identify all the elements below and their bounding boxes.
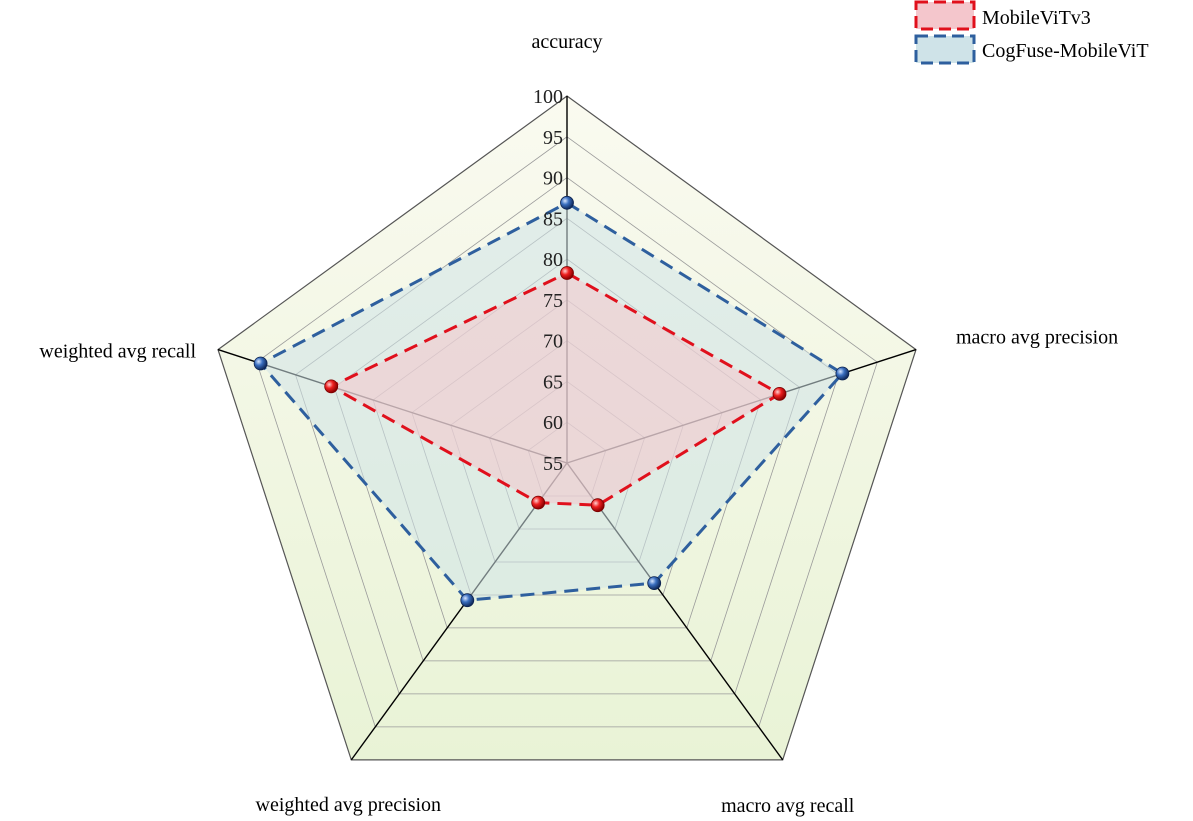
- point-mobilevitv3-weighted-avg-recall: [531, 495, 546, 510]
- legend-label-mobilevitv3: MobileViTv3: [982, 7, 1091, 29]
- tick-label-65: 65: [543, 371, 563, 393]
- point-cogfuse-mobilevit-accuracy: [560, 195, 574, 210]
- tick-label-70: 70: [543, 331, 563, 353]
- tick-label-90: 90: [543, 168, 563, 190]
- legend-label-cogfuse: CogFuse-MobileViT: [982, 40, 1149, 62]
- axis-label-weighted-avg-precision: weighted avg precision: [256, 794, 442, 816]
- tick-label-80: 80: [543, 249, 563, 271]
- point-mobilevitv3-macro-avg-precision: [772, 386, 787, 401]
- series-area-mobilevitv3: [327, 271, 783, 507]
- axis-label-accuracy: accuracy: [531, 31, 602, 53]
- axis-label-macro-avg-precision: macro avg precision: [956, 327, 1118, 349]
- axis-label-macro-avg-recall: macro avg recall: [721, 795, 855, 817]
- tick-label-75: 75: [543, 290, 563, 312]
- axis-label-weighted-avg-recall: weighted avg recall: [39, 341, 196, 363]
- point-cogfuse-mobilevit-macro-avg-recall: [647, 576, 662, 590]
- radial-tick-labels: 55 60 65 70 75 80 85 90 95 100: [533, 86, 563, 475]
- legend: MobileViTv3 CogFuse-MobileViT: [914, 0, 1149, 65]
- tick-label-55: 55: [543, 453, 563, 475]
- series-layer: [253, 195, 850, 608]
- legend-swatch-mobilevitv3: [914, 0, 976, 31]
- point-cogfuse-mobilevit-macro-avg-precision: [835, 366, 850, 381]
- point-mobilevitv3-accuracy: [560, 266, 574, 280]
- tick-label-95: 95: [543, 127, 563, 149]
- point-cogfuse-mobilevit-weighted-avg-precision: [253, 356, 268, 371]
- tick-label-85: 85: [543, 208, 563, 230]
- point-mobilevitv3-weighted-avg-precision: [324, 379, 339, 394]
- legend-swatch-cogfuse: [914, 34, 976, 65]
- point-mobilevitv3-macro-avg-recall: [590, 498, 605, 513]
- grid-ring-100: [217, 95, 917, 761]
- point-cogfuse-mobilevit-weighted-avg-recall: [460, 593, 475, 608]
- grid-ring-95: [256, 136, 878, 728]
- tick-label-60: 60: [543, 412, 563, 434]
- axis-labels: accuracy macro avg precision macro avg rec…: [39, 31, 1118, 817]
- tick-label-100: 100: [533, 86, 563, 108]
